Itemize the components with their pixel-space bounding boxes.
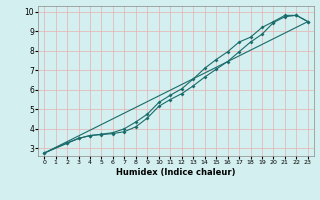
X-axis label: Humidex (Indice chaleur): Humidex (Indice chaleur) — [116, 168, 236, 177]
